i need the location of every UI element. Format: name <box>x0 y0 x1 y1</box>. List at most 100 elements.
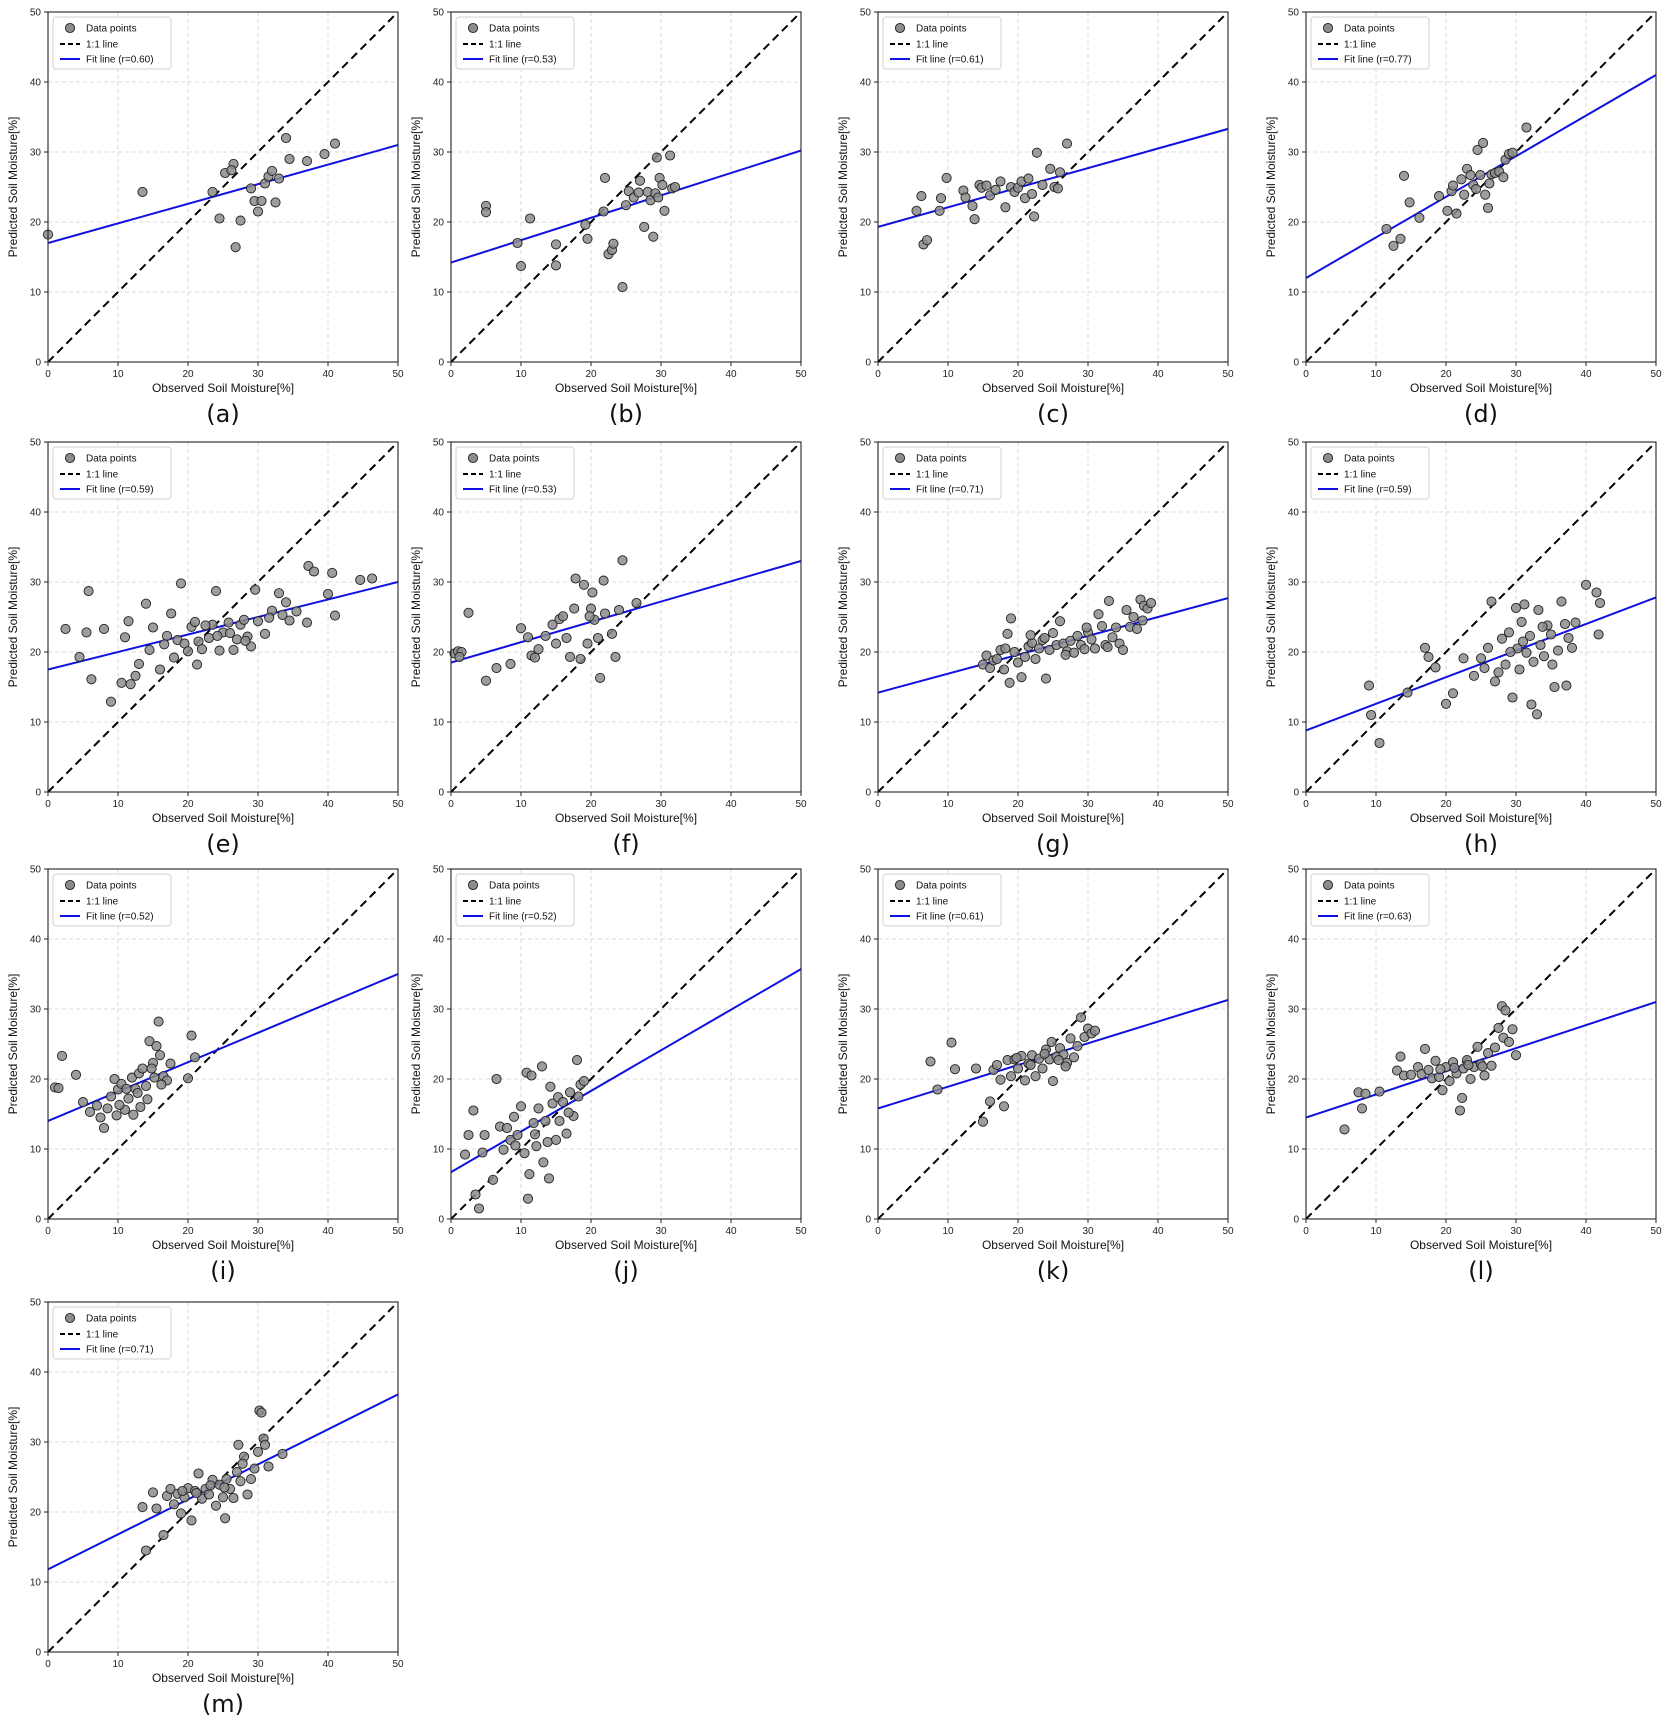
data-point <box>193 1468 204 1479</box>
data-point <box>981 650 992 661</box>
x-tick-label: 50 <box>1650 1226 1662 1237</box>
chart-panel-b: 0 10 20 30 40 50 0 10 20 30 40 50 Observed Soil Mois… <box>403 0 807 430</box>
x-tick-label: 0 <box>448 1226 454 1237</box>
data-point <box>105 696 117 707</box>
data-point <box>168 1499 180 1510</box>
legend-label-data-points: Data points <box>1344 881 1395 892</box>
data-point <box>669 181 681 193</box>
y-tick-label: 50 <box>1288 8 1300 19</box>
data-point <box>463 607 474 618</box>
data-point <box>1479 1070 1490 1081</box>
chart-panel-i: 0 10 20 30 40 50 0 10 20 30 40 50 Observed Soil Mois… <box>0 857 404 1287</box>
legend-label-one-to-one: 1:1 line <box>916 897 949 908</box>
data-point <box>1016 672 1027 683</box>
data-point <box>561 1128 572 1139</box>
y-tick-label: 50 <box>30 438 42 449</box>
x-tick-label: 10 <box>942 799 954 810</box>
data-point <box>510 1140 521 1151</box>
data-point <box>144 1036 155 1047</box>
data-point <box>653 192 664 203</box>
data-point <box>659 205 670 216</box>
axes-frame <box>877 868 1229 1220</box>
data-point <box>154 664 166 675</box>
x-tick-label: 0 <box>45 369 51 380</box>
axes-frame <box>47 11 399 363</box>
y-axis-title: Predicted Soil Moisture[%] <box>836 547 850 688</box>
x-axis-title: Observed Soil Moisture[%] <box>555 1238 697 1252</box>
legend-label-fit-line: Fit line (r=0.53) <box>489 485 557 496</box>
data-point <box>550 260 562 271</box>
data-point <box>214 645 225 656</box>
chart-panel-l: 0 10 20 30 40 50 0 10 20 30 40 50 Observed Soil Mois… <box>1258 857 1662 1287</box>
data-point <box>454 651 465 662</box>
data-point <box>1478 137 1489 148</box>
data-point <box>491 1073 502 1085</box>
data-point <box>1037 1063 1048 1074</box>
data-point <box>83 586 94 597</box>
data-point <box>53 1083 64 1094</box>
data-point <box>1451 208 1462 219</box>
x-axis-title: Observed Soil Moisture[%] <box>152 1671 294 1685</box>
y-tick-label: 30 <box>1288 578 1300 589</box>
y-tick-label: 10 <box>30 288 42 299</box>
one-to-one-line <box>451 442 801 792</box>
data-point <box>1493 1022 1504 1033</box>
data-point <box>168 652 180 663</box>
data-point <box>531 1141 542 1152</box>
data-point <box>515 261 527 272</box>
x-tick-label: 40 <box>725 1226 737 1237</box>
y-tick-label: 50 <box>1288 865 1300 876</box>
x-tick-label: 0 <box>448 369 454 380</box>
data-point <box>175 1508 187 1519</box>
data-point <box>1477 1061 1488 1072</box>
data-point <box>1547 659 1558 670</box>
data-point <box>1339 1124 1350 1135</box>
data-point <box>319 149 330 160</box>
data-point <box>1510 602 1522 613</box>
chart-svg-l: 0 10 20 30 40 50 0 10 20 30 40 50 Observed Soil Mois… <box>1264 865 1662 1253</box>
x-tick-label: 10 <box>1370 799 1382 810</box>
y-axis-title: Predicted Soil Moisture[%] <box>6 974 20 1115</box>
legend-marker-data-points <box>894 22 906 34</box>
y-tick-label: 30 <box>30 578 42 589</box>
panel-label-b: (b) <box>609 400 643 428</box>
data-point <box>1503 1036 1515 1047</box>
chart-svg-g: 0 10 20 30 40 50 0 10 20 30 40 50 Observed Soil Mois… <box>836 438 1234 826</box>
y-tick-label: 50 <box>1288 438 1300 449</box>
panel-label-j: (j) <box>613 1257 639 1285</box>
data-point <box>230 242 241 253</box>
chart-svg-f: 0 10 20 30 40 50 0 10 20 30 40 50 Observed Soil Mois… <box>409 438 807 826</box>
data-point <box>470 1189 481 1200</box>
data-point <box>981 180 992 191</box>
data-point <box>256 195 267 207</box>
data-point <box>119 632 131 643</box>
data-point <box>1507 1024 1518 1035</box>
chart-panel-g: 0 10 20 30 40 50 0 10 20 30 40 50 Observed Soil Mois… <box>830 430 1234 860</box>
panel-label-k: (k) <box>1036 1257 1070 1285</box>
data-point <box>1580 579 1592 590</box>
data-point <box>1079 644 1090 655</box>
one-to-one-line <box>48 12 398 362</box>
y-tick-label: 20 <box>30 218 42 229</box>
data-point <box>1054 616 1066 627</box>
legend: Data points 1:1 line Fit line (r=0.71) <box>52 1306 172 1360</box>
data-point <box>1075 1012 1087 1023</box>
legend-label-data-points: Data points <box>86 454 137 465</box>
data-point <box>74 651 85 662</box>
legend-marker-data-points <box>1322 22 1334 34</box>
data-point <box>233 1439 244 1450</box>
data-point <box>610 651 621 662</box>
data-point <box>916 191 927 202</box>
legend: Data points 1:1 line Fit line (r=0.53) <box>455 446 575 500</box>
data-point <box>1521 647 1532 658</box>
data-point <box>280 597 292 608</box>
data-point <box>547 1098 558 1109</box>
data-point <box>925 1056 936 1067</box>
data-point <box>1053 1055 1064 1066</box>
data-point <box>1366 709 1377 721</box>
legend: Data points 1:1 line Fit line (r=0.63) <box>1310 873 1430 927</box>
y-tick-label: 40 <box>433 78 445 89</box>
y-tick-label: 0 <box>35 1648 41 1659</box>
data-point <box>1500 1005 1511 1016</box>
data-point <box>932 1084 943 1095</box>
